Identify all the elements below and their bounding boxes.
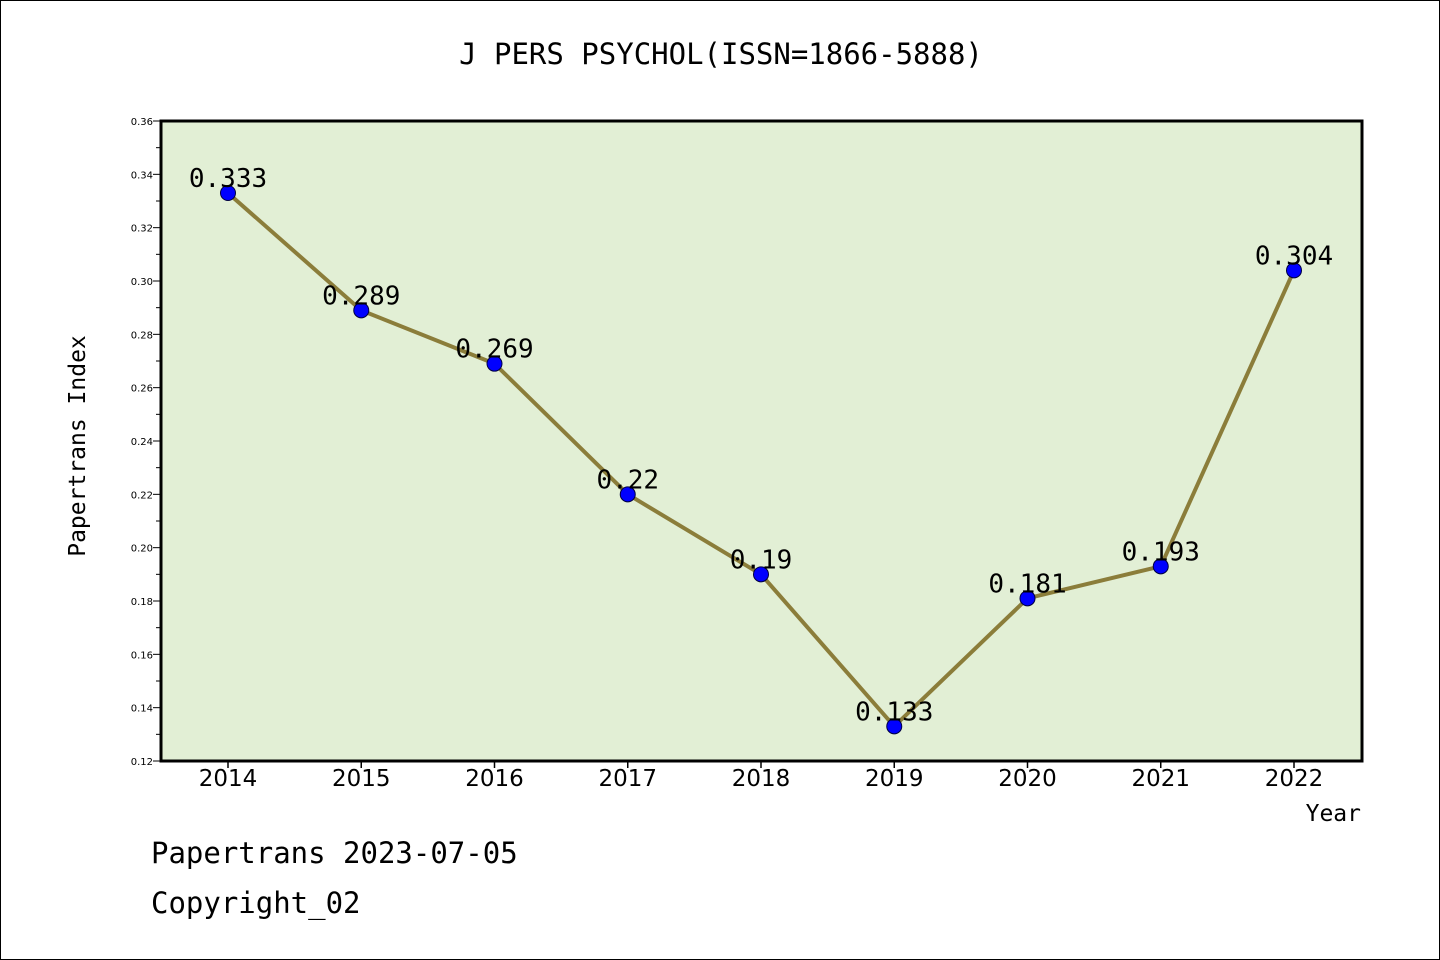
data-label: 0.269 <box>455 335 533 365</box>
y-tick-label: 0.20 <box>131 544 153 555</box>
data-point <box>1286 262 1302 279</box>
x-tick-label: 2022 <box>1265 766 1324 792</box>
data-point <box>1152 558 1169 575</box>
data-label: 0.19 <box>730 545 793 575</box>
data-point <box>753 566 769 583</box>
chart-title: J PERS PSYCHOL(ISSN=1866-5888) <box>459 37 983 71</box>
y-tick-label: 0.14 <box>131 704 153 715</box>
x-tick-label: 2016 <box>465 766 524 792</box>
y-tick-label: 0.12 <box>131 757 153 768</box>
y-axis: 0.12 0.14 0.16 0.18 0.20 0.22 0.24 0.26 0.28 0.30… <box>131 117 161 768</box>
data-label: 0.181 <box>988 569 1066 599</box>
x-axis: 2014 2015 2016 2017 2018 2019 2020 2021 2022 <box>199 761 1324 792</box>
y-tick-label: 0.16 <box>131 650 153 661</box>
x-tick-label: 2020 <box>998 766 1057 792</box>
series-group <box>220 185 1302 735</box>
y-tick-label: 0.26 <box>131 384 153 395</box>
x-tick-label: 2019 <box>865 766 924 792</box>
footer-date: Papertrans 2023-07-05 <box>151 836 518 870</box>
x-tick-label: 2015 <box>332 766 391 792</box>
data-label: 0.22 <box>596 465 659 495</box>
data-point <box>1019 590 1036 607</box>
x-tick-label: 2014 <box>199 766 258 792</box>
footer-copyright: Copyright_02 <box>151 886 361 920</box>
y-tick-label: 0.32 <box>131 224 153 235</box>
x-axis-title: Year <box>1306 801 1361 827</box>
data-point <box>486 355 503 372</box>
plot-frame <box>159 119 1364 763</box>
y-tick-label: 0.24 <box>131 437 153 448</box>
data-label: 0.289 <box>322 281 400 311</box>
data-point <box>619 486 636 503</box>
data-point <box>220 185 236 201</box>
plot-area <box>161 121 1362 761</box>
data-labels: 0.333 0.289 0.269 0.22 0.19 0.133 0.181 0.193 0.… <box>189 164 1333 727</box>
y-tick-label: 0.18 <box>131 597 153 608</box>
x-tick-label: 2018 <box>732 766 791 792</box>
y-tick-label: 0.34 <box>131 170 153 181</box>
y-tick-label: 0.28 <box>131 330 153 341</box>
data-label: 0.333 <box>189 164 267 194</box>
y-axis-title: Papertrans Index <box>65 335 91 557</box>
x-tick-label: 2021 <box>1131 766 1190 792</box>
y-tick-label: 0.36 <box>131 117 153 128</box>
data-label: 0.133 <box>855 697 933 727</box>
y-tick-label: 0.30 <box>131 277 153 288</box>
data-label: 0.193 <box>1122 537 1200 567</box>
y-tick-label: 0.22 <box>131 490 153 501</box>
x-tick-label: 2017 <box>598 766 657 792</box>
data-point <box>886 718 903 735</box>
data-label: 0.304 <box>1255 241 1333 271</box>
data-point <box>353 302 370 319</box>
